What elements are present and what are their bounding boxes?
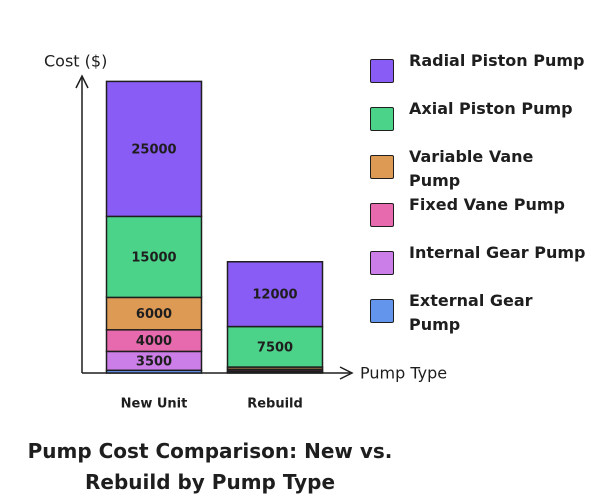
data-label: 7500	[257, 340, 293, 355]
bar-segment	[105, 296, 203, 331]
bar-segment	[105, 215, 203, 299]
data-label: 12000	[252, 288, 297, 303]
y-axis-arrow	[75, 74, 89, 89]
data-label: 4000	[136, 334, 172, 349]
data-label: 3500	[136, 354, 172, 369]
legend-swatch	[370, 299, 394, 323]
legend-label: Internal Gear Pump	[409, 243, 586, 262]
chart-title: Pump Cost Comparison: New vs. Rebuild by…	[27, 439, 393, 494]
x-axis-arrow	[339, 366, 354, 380]
legend-swatch	[370, 107, 394, 131]
data-label: 25000	[131, 142, 176, 157]
x-tick-label: New Unit	[121, 397, 188, 412]
legend-swatch	[370, 59, 394, 83]
legend-label: Variable Vane Pump	[409, 147, 534, 190]
x-axis-title: Pump Type	[360, 364, 447, 383]
legend-swatch	[370, 155, 394, 179]
bar-segment	[105, 80, 203, 218]
data-label: 6000	[136, 307, 172, 322]
bar-segment	[226, 325, 324, 368]
legend-label: Radial Piston Pump	[409, 51, 585, 70]
legend-swatch	[370, 251, 394, 275]
y-axis-title: Cost ($)	[44, 52, 107, 71]
data-label: 15000	[131, 250, 176, 265]
legend-swatch	[370, 203, 394, 227]
bar-segment	[226, 261, 324, 328]
x-tick-label: Rebuild	[247, 397, 303, 412]
legend-label: Axial Piston Pump	[409, 99, 573, 118]
legend-label: Fixed Vane Pump	[409, 195, 565, 214]
legend-label: External Gear Pump	[409, 291, 533, 334]
